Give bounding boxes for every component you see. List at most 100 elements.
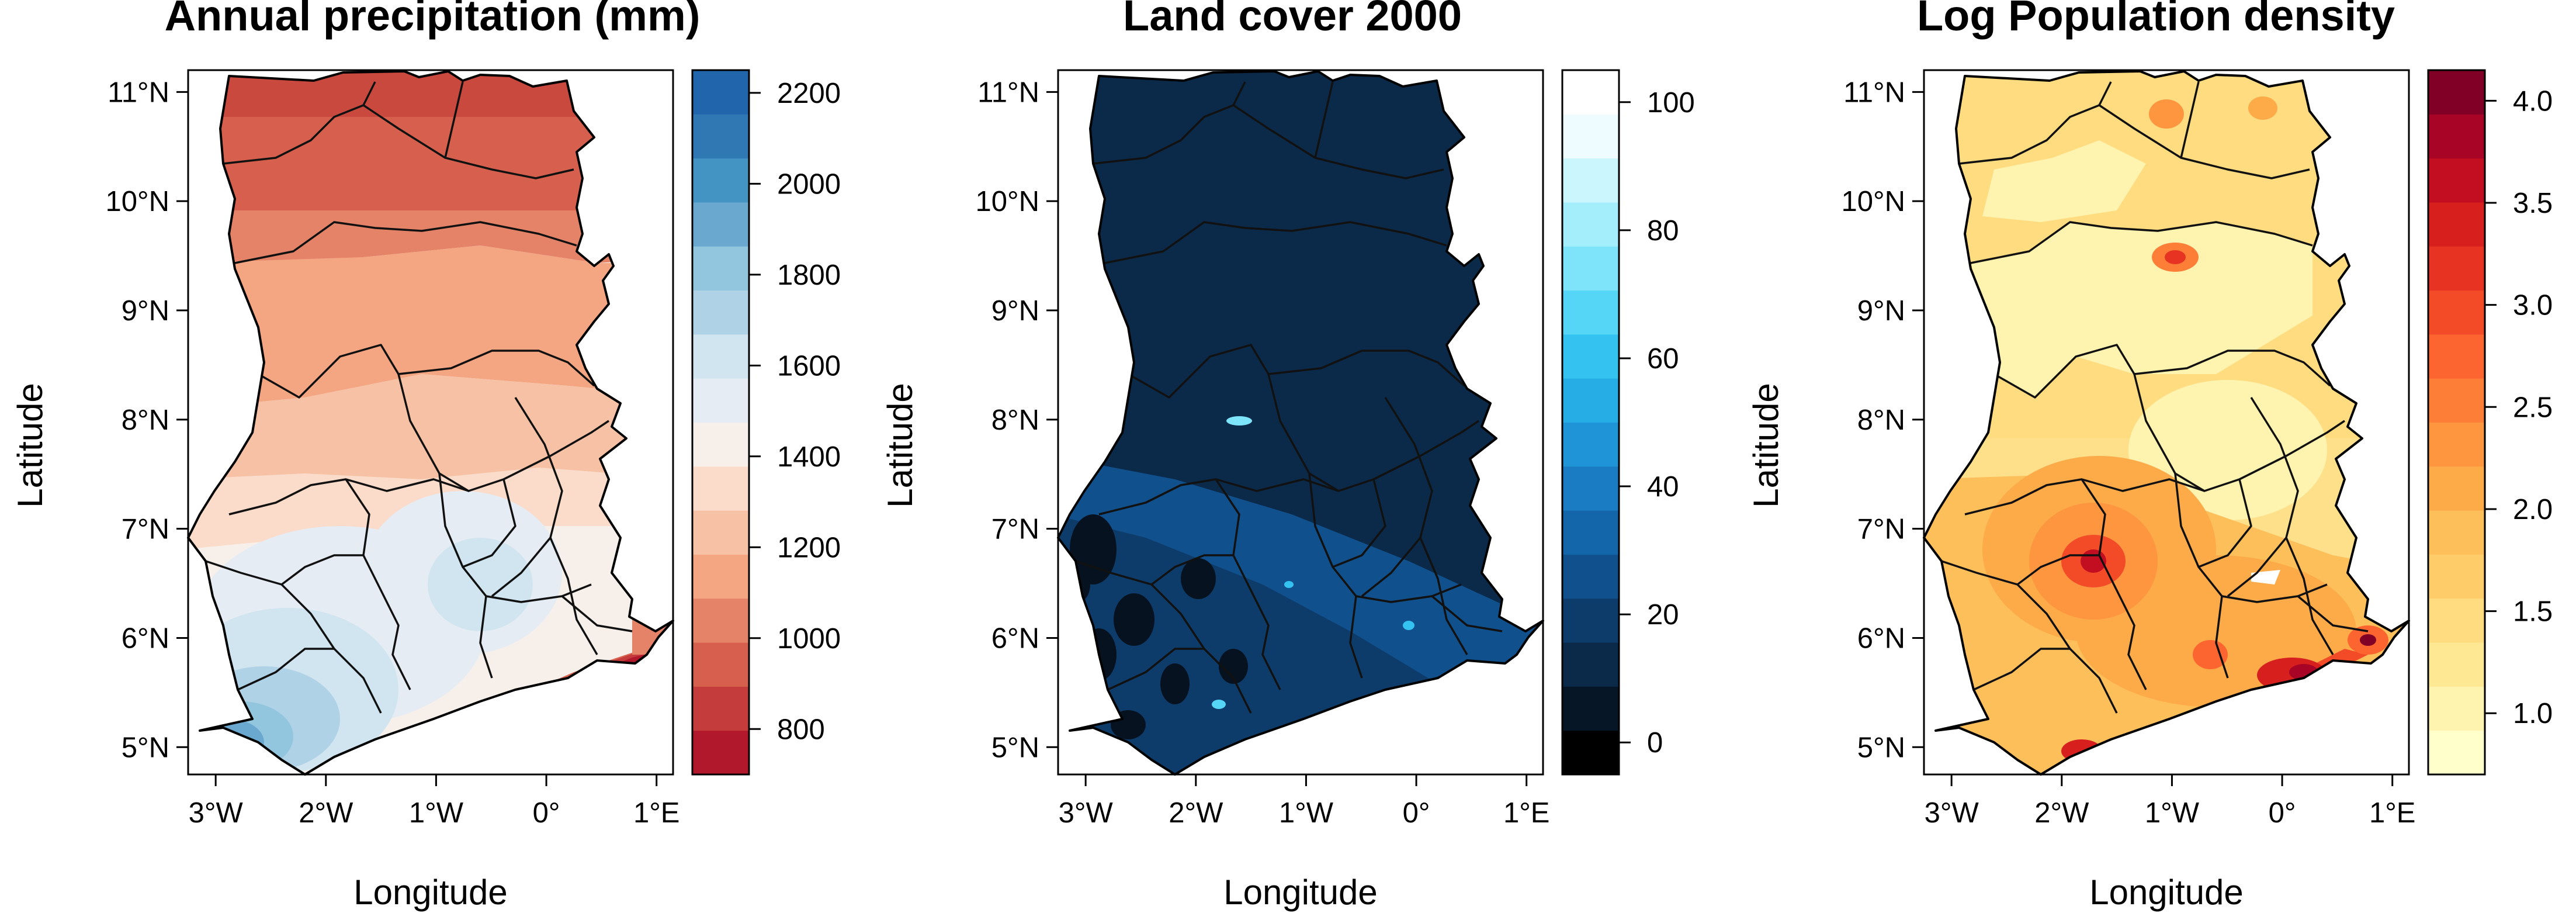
colorbar-tick-label: 1.0 <box>2513 698 2553 729</box>
colorbar-swatch <box>692 202 749 247</box>
panel-land-cover: Land cover 2000 3 <box>880 0 1695 912</box>
colorbar: 0 20 40 60 80 100 <box>1561 69 1695 776</box>
lat-tick-label: 10°N <box>976 186 1039 217</box>
colorbar-swatch <box>692 158 749 203</box>
map-area <box>1924 71 2409 774</box>
colorbar-tick-label: 2000 <box>777 168 841 200</box>
colorbar-tick-label: 1800 <box>777 260 841 291</box>
colorbar-swatch <box>692 598 749 643</box>
lat-tick-label: 6°N <box>122 622 169 654</box>
lat-tick-label: 5°N <box>122 732 169 763</box>
lat-tick-label: 8°N <box>1857 404 1905 436</box>
colorbar-swatch <box>692 642 749 687</box>
colorbar-tick-label: 60 <box>1647 343 1679 375</box>
lon-tick-label: 3°W <box>1925 797 1979 829</box>
lat-tick-label: 6°N <box>991 622 1039 654</box>
lat-tick-label: 9°N <box>991 295 1039 327</box>
lat-tick-label: 8°N <box>122 404 169 436</box>
colorbar-tick-label: 2.0 <box>2513 494 2553 525</box>
lat-tick-label: 10°N <box>106 186 169 217</box>
lon-tick-label: 3°W <box>1059 797 1114 829</box>
colorbar-swatch <box>1562 422 1619 467</box>
colorbar-swatch <box>2428 642 2485 687</box>
colorbar-swatch <box>2428 686 2485 731</box>
latitude-axis: 5°N 6°N 7°N 8°N 9°N 10°N 11°N <box>1842 77 1924 763</box>
longitude-axis: 3°W 2°W 1°W 0° 1°E <box>1925 774 2416 829</box>
lon-tick-label: 0° <box>2269 797 2296 829</box>
colorbar-tick-label: 1000 <box>777 623 841 655</box>
lon-tick-label: 1°E <box>633 797 680 829</box>
colorbar-swatch <box>1562 686 1619 731</box>
colorbar-swatch <box>2428 290 2485 335</box>
colorbar-swatch <box>1562 378 1619 423</box>
y-axis-label: Latitude <box>1746 383 1785 508</box>
colorbar-swatch <box>1562 202 1619 247</box>
colorbar-swatch <box>1562 290 1619 335</box>
x-axis-label: Longitude <box>2089 873 2244 912</box>
panel-precipitation: Annual precipitation (mm) <box>11 0 841 912</box>
colorbar-swatch <box>692 378 749 423</box>
colorbar-swatch <box>2428 730 2485 775</box>
lat-tick-label: 6°N <box>1857 622 1905 654</box>
lon-tick-label: 0° <box>533 797 560 829</box>
latitude-axis: 5°N 6°N 7°N 8°N 9°N 10°N 11°N <box>976 77 1058 763</box>
colorbar-tick-label: 20 <box>1647 599 1679 631</box>
colorbar-swatch <box>692 246 749 291</box>
x-axis-label: Longitude <box>353 873 508 912</box>
lon-tick-label: 3°W <box>189 797 244 829</box>
colorbar-tick-label: 800 <box>777 714 825 745</box>
colorbar-swatch <box>692 70 749 115</box>
lat-tick-label: 7°N <box>122 514 169 545</box>
colorbar-tick-label: 1600 <box>777 350 841 382</box>
colorbar-swatch <box>2428 598 2485 643</box>
colorbar-swatch <box>2428 114 2485 159</box>
colorbar-frame <box>2427 69 2486 776</box>
colorbar-tick-label: 3.0 <box>2513 290 2553 321</box>
colorbar-frame <box>1561 69 1620 776</box>
lat-tick-label: 5°N <box>991 732 1039 763</box>
colorbar-tick-label: 40 <box>1647 471 1679 503</box>
colorbar-swatch <box>1562 114 1619 159</box>
lon-tick-label: 2°W <box>1169 797 1223 829</box>
colorbar-tick-label: 2200 <box>777 78 841 109</box>
lat-tick-label: 11°N <box>108 77 169 108</box>
colorbar-swatch <box>2428 246 2485 291</box>
panel-population-density: Log Population density <box>1746 0 2553 912</box>
longitude-axis: 3°W 2°W 1°W 0° 1°E <box>189 774 680 829</box>
colorbar-frame <box>691 69 750 776</box>
colorbar-swatch <box>1562 246 1619 291</box>
lon-tick-label: 2°W <box>2034 797 2089 829</box>
colorbar-swatch <box>2428 70 2485 115</box>
colorbar-swatch <box>1562 554 1619 599</box>
colorbar-swatch <box>692 422 749 467</box>
colorbar-tick-label: 1200 <box>777 532 841 563</box>
colorbar: 1.0 1.5 2.0 2.5 3.0 3.5 4.0 <box>2427 69 2553 776</box>
lon-tick-label: 0° <box>1403 797 1430 829</box>
panel-title: Land cover 2000 <box>1123 0 1462 40</box>
lon-tick-label: 1°E <box>2369 797 2416 829</box>
map-frame <box>187 69 674 776</box>
colorbar-swatch <box>2428 334 2485 379</box>
colorbar-swatch <box>692 466 749 511</box>
colorbar-tick-label: 4.0 <box>2513 85 2553 117</box>
lon-tick-label: 2°W <box>299 797 353 829</box>
colorbar-swatch <box>2428 378 2485 423</box>
lat-tick-label: 10°N <box>1842 186 1905 217</box>
y-axis-label: Latitude <box>11 383 50 508</box>
lon-tick-label: 1°W <box>1279 797 1334 829</box>
colorbar-swatch <box>1562 466 1619 511</box>
map-frame <box>1057 69 1544 776</box>
colorbar-swatch <box>2428 202 2485 247</box>
colorbar-swatch <box>1562 70 1619 115</box>
colorbar: 800 1000 1200 1400 1600 1800 2000 2200 <box>691 69 841 776</box>
colorbar-swatch <box>2428 466 2485 511</box>
lat-tick-label: 11°N <box>977 77 1039 108</box>
colorbar-tick-label: 3.5 <box>2513 188 2553 219</box>
lat-tick-label: 8°N <box>991 404 1039 436</box>
lat-tick-label: 5°N <box>1857 732 1905 763</box>
colorbar-swatch <box>692 554 749 599</box>
colorbar-swatch <box>1562 510 1619 555</box>
lon-tick-label: 1°E <box>1503 797 1550 829</box>
colorbar-swatch <box>2428 510 2485 555</box>
